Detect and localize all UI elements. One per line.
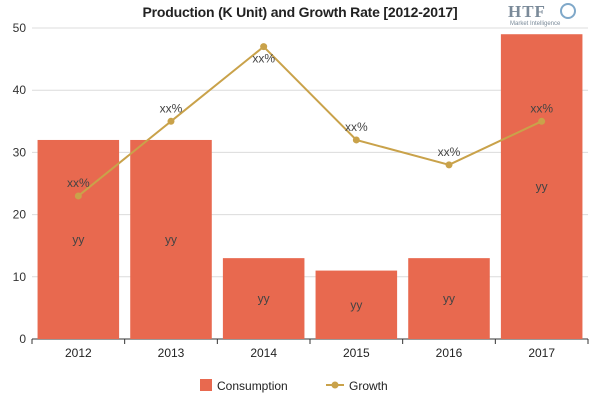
bar-data-label: yy	[536, 180, 548, 194]
y-tick-label: 10	[13, 270, 27, 284]
growth-data-label: xx%	[530, 101, 553, 115]
bar-data-label: yy	[443, 292, 455, 306]
growth-data-label: xx%	[438, 145, 461, 159]
x-tick-label: 2017	[528, 346, 555, 360]
x-tick-label: 2014	[250, 346, 277, 360]
legend-marker-growth	[331, 381, 339, 389]
logo-text: HTF	[508, 2, 546, 21]
bar-data-label: yy	[258, 292, 270, 306]
y-tick-label: 0	[19, 332, 26, 346]
logo-subtitle: Market Intelligence	[510, 21, 561, 27]
bar-2013	[130, 139, 212, 339]
legend-label-growth: Growth	[349, 379, 388, 393]
growth-data-label: xx%	[345, 120, 368, 134]
x-tick-label: 2013	[158, 346, 185, 360]
legend-label-consumption: Consumption	[217, 379, 288, 393]
growth-data-label: xx%	[252, 52, 275, 66]
growth-data-label: xx%	[67, 176, 90, 190]
growth-point-2015	[352, 136, 360, 144]
bar-data-label: yy	[165, 232, 177, 246]
y-tick-label: 30	[13, 145, 27, 159]
y-tick-label: 40	[13, 83, 27, 97]
growth-point-2012	[74, 192, 82, 200]
growth-point-2014	[260, 43, 268, 51]
growth-data-label: xx%	[160, 101, 183, 115]
x-tick-label: 2016	[436, 346, 463, 360]
bar-2016	[408, 258, 490, 339]
growth-point-2017	[538, 117, 546, 125]
x-tick-label: 2012	[65, 346, 92, 360]
bar-data-label: yy	[72, 232, 84, 246]
growth-point-2016	[445, 161, 453, 169]
growth-point-2013	[167, 117, 175, 125]
bar-2015	[315, 270, 398, 339]
legend-swatch-consumption	[200, 379, 212, 391]
y-tick-label: 20	[13, 208, 27, 222]
bar-2014	[222, 258, 305, 339]
globe-icon	[560, 3, 576, 19]
y-tick-label: 50	[13, 21, 27, 35]
bar-data-label: yy	[350, 298, 362, 312]
chart-title: Production (K Unit) and Growth Rate [201…	[142, 4, 458, 20]
htf-logo: HTF Market Intelligence	[508, 2, 588, 30]
bar-2017	[500, 34, 583, 339]
x-tick-label: 2015	[343, 346, 370, 360]
growth-line	[77, 45, 543, 197]
